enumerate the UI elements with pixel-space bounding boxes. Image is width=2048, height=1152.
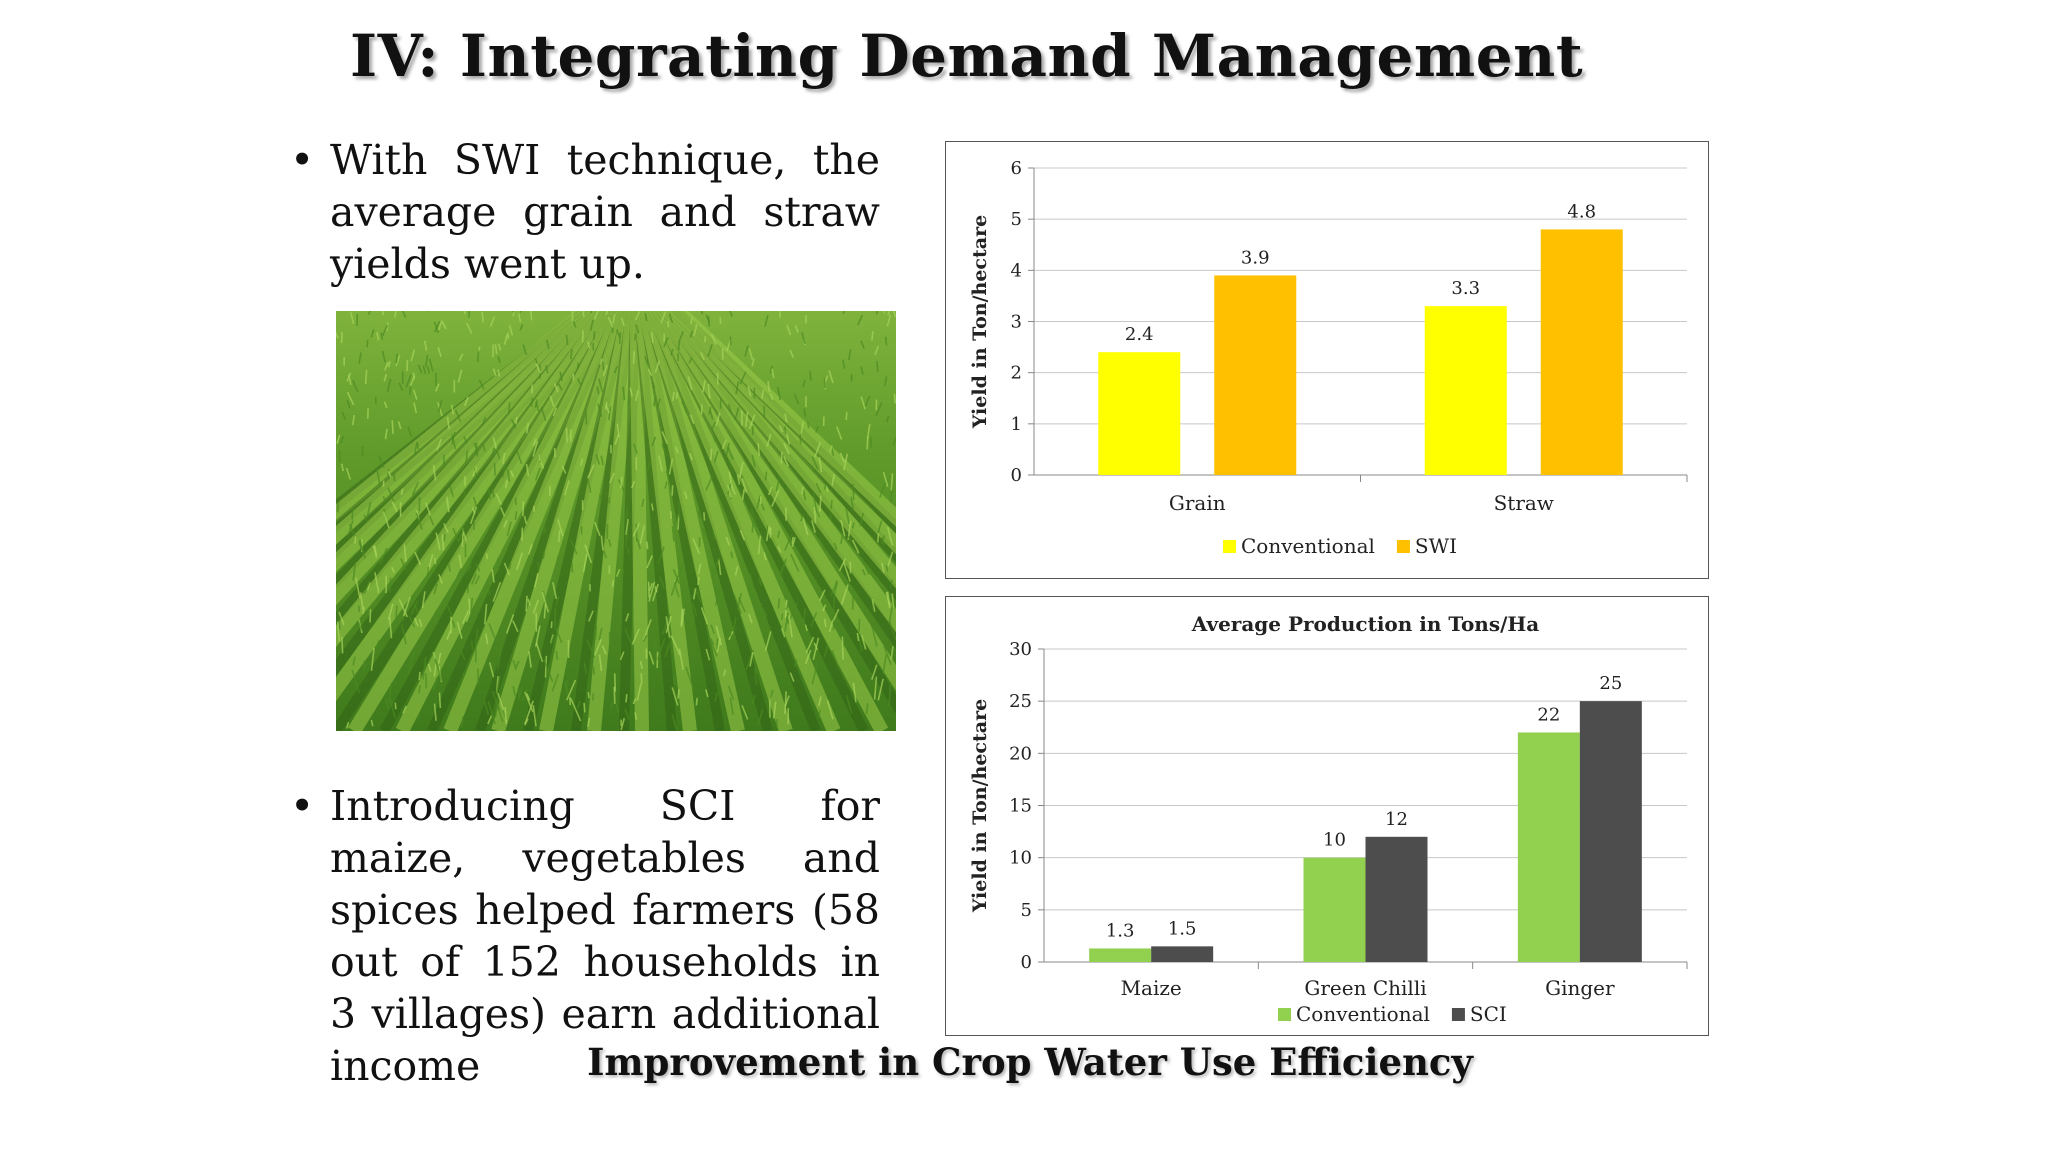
chart1-data-label: 4.8 xyxy=(1567,201,1596,222)
chart1-y-axis-label: Yield in Ton/hectare xyxy=(969,215,991,429)
rice-field-photo xyxy=(336,311,896,731)
chart2-y-tick-label: 25 xyxy=(1009,691,1032,712)
chart1-category-label-straw: Straw xyxy=(1494,491,1554,515)
chart2-category-label-ginger: Ginger xyxy=(1545,976,1615,1000)
chart1-legend-label-swi: SWI xyxy=(1415,534,1457,558)
chart2-bar-green-chilli-sci xyxy=(1365,836,1428,962)
chart2-bar-green-chilli-conventional xyxy=(1303,857,1366,962)
chart2-y-tick-label: 10 xyxy=(1009,848,1032,869)
swi-yield-chart: 0 1 2 3 4 5 6 Yield in Ton/hectare 2.4 3.9 Grain 3.… xyxy=(969,158,1688,558)
chart1-bar-straw-conventional xyxy=(1424,306,1507,475)
chart2-data-label: 10 xyxy=(1323,830,1346,851)
bullet-swi: With SWI technique, the average grain an… xyxy=(290,134,880,290)
chart2-bar-maize-conventional xyxy=(1089,948,1152,962)
chart2-legend-swatch-sci xyxy=(1451,1008,1465,1021)
chart2-legend-label-sci: SCI xyxy=(1470,1002,1507,1026)
chart1-bar-grain-swi xyxy=(1214,275,1297,475)
chart1-category-label-grain: Grain xyxy=(1169,491,1226,515)
chart2-bar-maize-sci xyxy=(1151,946,1214,962)
chart2-y-axis-label: Yield in Ton/hectare xyxy=(969,699,991,913)
sci-production-chart: Average Production in Tons/Ha 0 5 10 15 20 25 3… xyxy=(969,612,1688,1026)
chart1-bar-straw-swi xyxy=(1540,229,1623,475)
chart2-data-label: 1.5 xyxy=(1168,918,1197,939)
chart1-y-tick-label: 4 xyxy=(1011,260,1022,281)
chart2-title: Average Production in Tons/Ha xyxy=(1191,612,1540,636)
chart1-y-tick-label: 0 xyxy=(1011,465,1022,486)
chart2-y-tick-label: 30 xyxy=(1009,639,1032,660)
chart2-legend-swatch-conventional xyxy=(1278,1008,1291,1021)
chart1-y-tick-label: 1 xyxy=(1011,414,1022,435)
chart1-legend-swatch-swi xyxy=(1396,540,1410,553)
chart2-data-label: 22 xyxy=(1537,704,1560,725)
chart1-data-label: 3.9 xyxy=(1241,247,1270,268)
chart2-data-label: 1.3 xyxy=(1106,920,1135,941)
chart2-y-tick-label: 15 xyxy=(1009,796,1032,817)
chart1-y-tick-label: 2 xyxy=(1011,363,1022,384)
chart1-y-tick-label: 5 xyxy=(1011,209,1022,230)
chart1-legend-label-conventional: Conventional xyxy=(1241,534,1375,558)
swi-yield-chart-frame: 0 1 2 3 4 5 6 Yield in Ton/hectare 2.4 3.9 Grain 3.… xyxy=(945,141,1709,579)
chart2-category-label-green-chilli: Green Chilli xyxy=(1304,976,1426,1000)
chart2-category-label-maize: Maize xyxy=(1121,976,1182,1000)
chart2-data-label: 25 xyxy=(1599,673,1622,694)
chart2-data-label: 12 xyxy=(1385,809,1408,830)
chart2-legend-label-conventional: Conventional xyxy=(1296,1002,1430,1026)
chart1-data-label: 2.4 xyxy=(1125,324,1154,345)
sci-production-chart-frame: Average Production in Tons/Ha 0 5 10 15 20 25 3… xyxy=(945,596,1709,1036)
chart2-bar-ginger-sci xyxy=(1579,701,1642,962)
chart1-y-tick-label: 3 xyxy=(1011,312,1022,333)
chart2-y-tick-label: 5 xyxy=(1021,900,1032,921)
bullet-sci: Introducing SCI for maize, vegetables an… xyxy=(290,780,880,1092)
chart2-y-tick-label: 20 xyxy=(1009,743,1032,764)
chart1-data-label: 3.3 xyxy=(1451,278,1480,299)
chart1-legend-swatch-conventional xyxy=(1223,540,1236,553)
chart1-y-tick-label: 6 xyxy=(1011,158,1022,179)
chart1-bar-grain-conventional xyxy=(1098,352,1181,475)
chart2-y-tick-label: 0 xyxy=(1021,952,1032,973)
slide-title: IV: Integrating Demand Management xyxy=(350,22,1584,90)
slide-caption: Improvement in Crop Water Use Efficiency xyxy=(587,1040,1473,1084)
chart2-bar-ginger-conventional xyxy=(1517,732,1580,962)
